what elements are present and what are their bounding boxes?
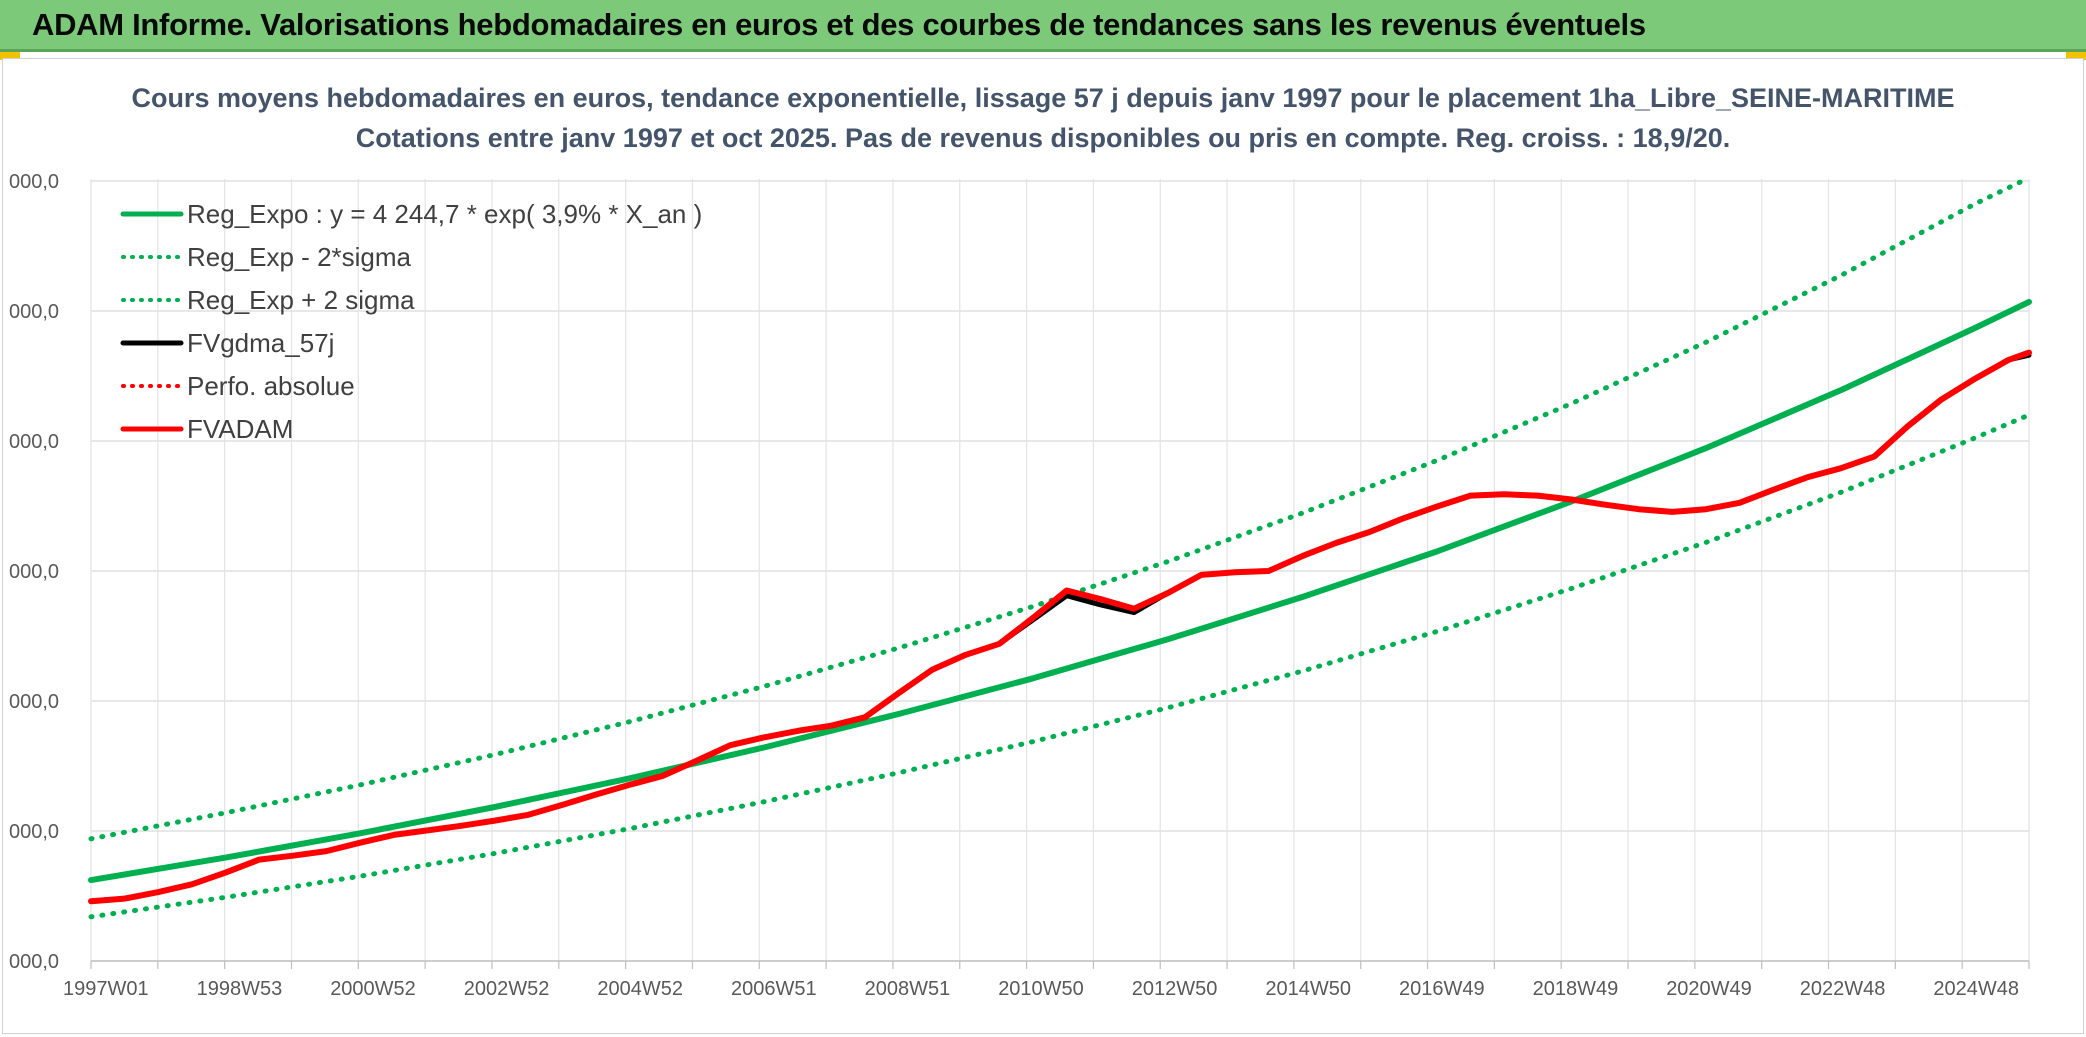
legend-label: Reg_Exp - 2*sigma [187,242,412,272]
series-line-1 [88,412,2032,920]
legend-label: Reg_Exp + 2 sigma [187,285,415,315]
series-layer [88,175,2032,920]
y-tick-label: 11 000,0 [3,431,59,453]
x-tick-label: 1997W01 [63,978,149,1000]
legend-label: Perfo. absolue [187,371,355,401]
axes: 3 000,0 5 000,0 7 000,0 9 000,0 11 000,0 13 0… [3,171,2030,1000]
x-tick-label: 2024W48 [1933,978,2019,1000]
chart-subtitle: Cotations entre janv 1997 et oct 2025. P… [356,123,1731,153]
x-tick-label: 2008W51 [865,978,951,1000]
corner-accent-left [0,52,20,60]
y-tick-label: 5 000,0 [3,821,59,843]
x-tick-label: 2012W50 [1132,978,1218,1000]
chart-area: Cours moyens hebdomadaires en euros, ten… [2,58,2084,1034]
chart-title: Cours moyens hebdomadaires en euros, ten… [131,83,1954,113]
legend-label: FVgdma_57j [187,328,334,358]
x-tick-label: 2006W51 [731,978,817,1000]
x-tick-label: 2020W49 [1666,978,1752,1000]
y-tick-label: 15 000,0 [3,171,59,193]
x-tick-label: 2002W52 [464,978,550,1000]
x-tick-label: 2004W52 [597,978,683,1000]
y-tick-label: 9 000,0 [3,561,59,583]
y-tick-label: 3 000,0 [3,951,59,973]
x-tick-label: 2016W49 [1399,978,1485,1000]
x-tick-label: 2010W50 [998,978,1084,1000]
series-line-2 [88,175,2032,842]
x-tick-label: 1998W53 [197,978,283,1000]
line-chart: Cours moyens hebdomadaires en euros, ten… [3,83,2032,1000]
y-tick-label: 13 000,0 [3,301,59,323]
legend: Reg_Expo : y = 4 244,7 * exp( 3,9% * X_a… [120,199,702,444]
y-tick-label: 7 000,0 [3,691,59,713]
report-title: ADAM Informe. Valorisations hebdomadaire… [32,7,1646,42]
x-tick-label: 2022W48 [1800,978,1886,1000]
x-tick-label: 2018W49 [1533,978,1619,1000]
legend-label: FVADAM [187,414,293,444]
x-tick-label: 2000W52 [330,978,416,1000]
report-banner: ADAM Informe. Valorisations hebdomadaire… [0,0,2086,52]
series-line-0 [88,298,2032,884]
legend-label: Reg_Expo : y = 4 244,7 * exp( 3,9% * X_a… [187,199,702,229]
series-line-5 [88,349,2032,905]
x-tick-label: 2014W50 [1265,978,1351,1000]
corner-accent-right [2066,52,2086,60]
